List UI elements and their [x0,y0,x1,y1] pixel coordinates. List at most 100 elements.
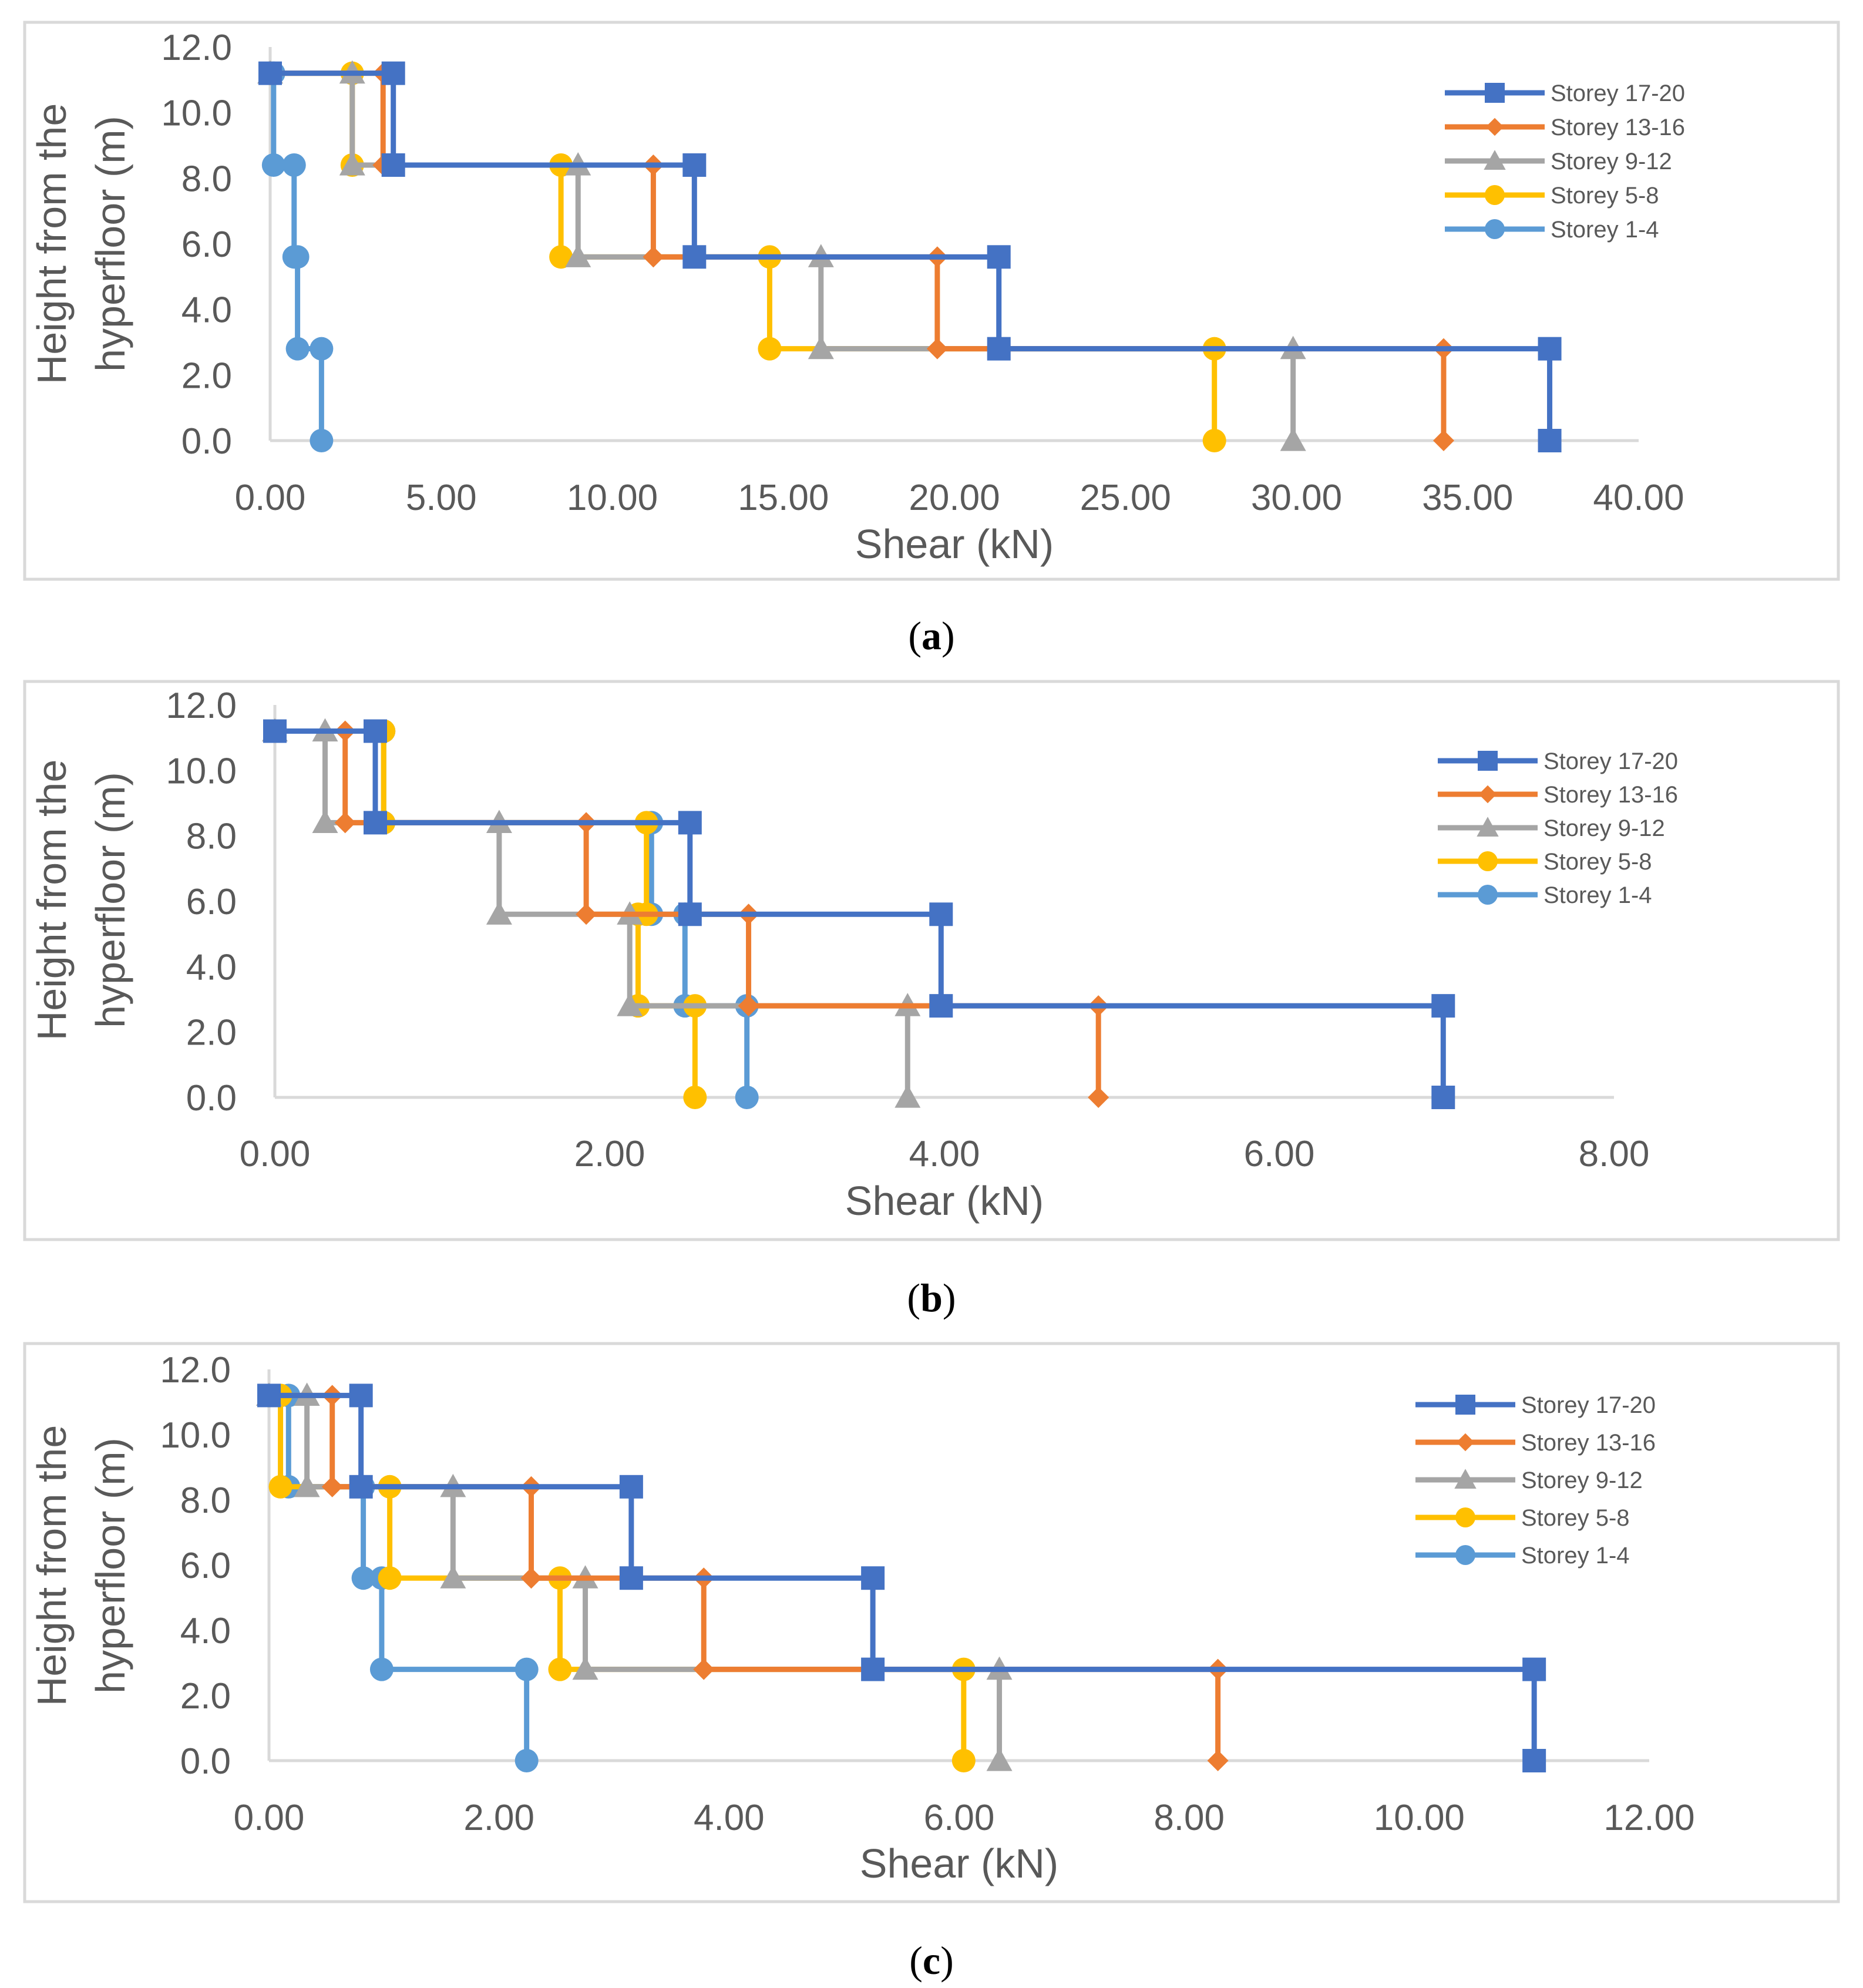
x-tick-label: 6.00 [1244,1134,1315,1174]
caption-letter: b [920,1275,943,1320]
x-tick-label: 2.00 [463,1798,534,1838]
data-point [987,245,1011,269]
data-point [693,1658,715,1680]
y-tick-label: 10.0 [161,93,232,134]
legend-item: Storey 13-16 [1438,782,1678,808]
data-point [268,1475,292,1499]
legend-item: Storey 17-20 [1438,748,1678,774]
legend-item: Storey 5-8 [1415,1505,1630,1531]
caption-paren-open: ( [907,1275,920,1320]
legend-marker [1454,1469,1477,1489]
legend-item: Storey 13-16 [1445,115,1685,140]
y-tick-label: 8.0 [180,1480,231,1521]
chart-frame [23,1342,1840,1903]
data-point [282,153,306,177]
chart-frame [23,21,1840,581]
y-tick-label: 10.0 [160,1415,231,1456]
data-point [294,1473,320,1497]
data-point [986,1748,1013,1771]
data-point [643,246,664,268]
data-point [514,1657,539,1681]
data-point [1522,1657,1546,1681]
legend-label: Storey 1-4 [1551,217,1659,243]
y-tick-label: 12.0 [160,1350,231,1391]
data-point [285,337,310,361]
data-point [381,153,405,177]
y-tick-label: 8.0 [181,159,232,199]
data-point [572,1656,598,1680]
legend-marker [1478,751,1498,771]
x-tick-label: 4.00 [694,1798,765,1838]
y-tick-label: 8.0 [186,817,237,857]
data-point [310,429,334,452]
x-axis-title: Shear (kN) [845,1178,1044,1224]
legend-marker [1455,1395,1475,1415]
data-point [1432,430,1454,451]
x-tick-label: 10.00 [567,478,658,518]
data-point [369,1657,394,1681]
y-axis-title-line1: Height from the [29,103,75,385]
legend-marker [1484,150,1506,170]
x-tick-label: 2.00 [574,1134,645,1174]
y-tick-label: 2.0 [181,355,232,396]
legend-marker [1485,83,1505,103]
caption-b: (b) [907,1275,956,1320]
data-point [364,719,387,743]
data-point [682,153,707,177]
data-point [258,61,282,85]
legend-label: Storey 5-8 [1551,183,1659,209]
caption-a: (a) [908,613,954,658]
chart-panel-c: 0.00 2.00 4.00 6.00 8.00 10.00 12.00 0.0 2.0 4.0 6… [23,1342,1840,1903]
data-point [951,1749,976,1772]
data-point [929,902,953,926]
data-point [808,335,834,360]
data-point [617,993,643,1016]
data-point [351,1566,375,1590]
caption-paren-close: ) [943,1275,956,1320]
data-point [1207,1750,1229,1771]
y-tick-label: 12.0 [166,686,237,726]
x-axis-title: Shear (kN) [855,521,1054,567]
data-point [334,812,356,834]
data-point [548,1657,572,1681]
x-tick-label: 6.00 [924,1798,995,1838]
y-tick-label: 4.0 [180,1611,231,1651]
legend-marker [1478,851,1498,871]
data-point [758,337,782,361]
legend: Storey 17-20 Storey 13-16 Storey 9-12 Store… [1415,1392,1656,1569]
legend-item: Storey 1-4 [1438,882,1652,908]
x-tick-label: 0.00 [234,1798,305,1838]
legend-label: Storey 5-8 [1521,1505,1630,1531]
legend-label: Storey 13-16 [1551,115,1685,140]
legend-item: Storey 13-16 [1415,1430,1656,1456]
data-point [738,995,759,1017]
legend-item: Storey 5-8 [1445,183,1659,209]
legend-marker [1485,219,1505,239]
x-tick-label: 20.00 [909,478,1000,518]
data-point [378,1566,402,1590]
data-point [310,337,334,361]
legend-item: Storey 1-4 [1415,1543,1630,1569]
legend-marker [1478,785,1497,804]
y-tick-label: 0.0 [181,421,232,462]
data-point [619,1566,643,1590]
series-storey-17-20 [263,719,1455,1109]
x-tick-label: 15.00 [738,478,829,518]
y-tick-label: 0.0 [180,1741,231,1782]
legend-label: Storey 1-4 [1543,882,1652,908]
x-tick-label: 8.00 [1154,1798,1225,1838]
data-point [339,152,365,176]
caption-paren-open: ( [909,1938,923,1983]
data-point [576,904,597,925]
data-point [349,1475,373,1499]
y-tick-label: 4.0 [181,290,232,331]
data-point [1431,1086,1455,1109]
data-point [1202,429,1226,452]
data-point [514,1749,539,1772]
x-axis-title: Shear (kN) [860,1841,1058,1886]
y-tick-label: 4.0 [186,947,237,988]
y-tick-label: 10.0 [166,751,237,791]
caption-letter: a [922,613,941,658]
data-point [364,811,387,835]
